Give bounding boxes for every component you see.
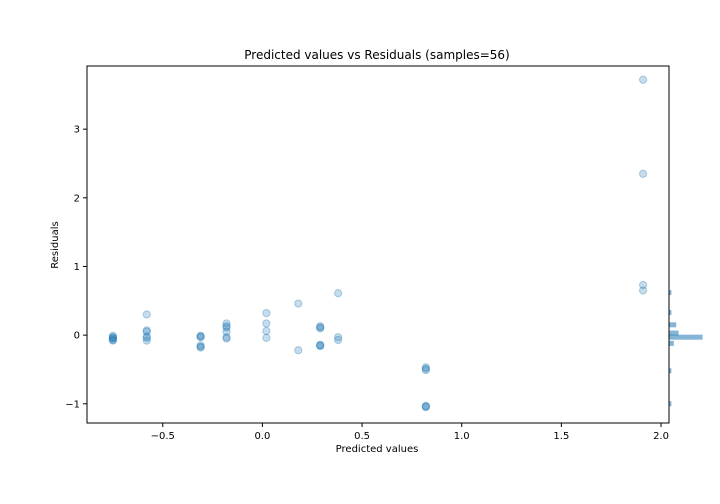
scatter-point <box>638 286 648 295</box>
y-tick-label: 0 <box>74 331 80 342</box>
histogram-bar <box>669 334 703 340</box>
scatter-point <box>421 402 430 411</box>
y-tick-label: −1 <box>65 399 80 410</box>
scatter-point <box>108 335 118 345</box>
scatter-point <box>262 309 271 318</box>
scatter-point <box>142 333 151 342</box>
histogram-bar <box>669 368 672 374</box>
plot-area <box>108 75 648 412</box>
scatter-point <box>316 341 325 350</box>
x-tick-label: 1.5 <box>553 431 569 442</box>
y-tick-label: 2 <box>74 193 80 204</box>
scatter-point <box>108 334 118 343</box>
scatter-point <box>196 341 205 350</box>
scatter-point <box>421 364 430 373</box>
scatter-point <box>316 340 325 349</box>
scatter-point <box>294 346 303 355</box>
x-axis-label: Predicted values <box>336 444 419 455</box>
scatter-point <box>334 335 343 345</box>
scatter-point <box>196 332 205 341</box>
y-axis: −1 0 1 2 3 <box>65 125 87 410</box>
x-tick-label: 2.0 <box>653 431 669 442</box>
scatter-point <box>222 323 231 332</box>
scatter-point <box>638 169 648 178</box>
scatter-point <box>294 299 303 308</box>
histogram-bar <box>669 322 677 328</box>
scatter-point <box>108 336 118 345</box>
scatter-point <box>196 342 205 351</box>
scatter-point <box>222 322 231 331</box>
scatter-point <box>142 332 151 341</box>
histogram-bar <box>669 309 672 315</box>
scatter-point <box>142 310 151 319</box>
scatter-point <box>316 324 325 333</box>
x-tick-label: 0.5 <box>354 431 370 442</box>
axes-frame <box>86 65 670 424</box>
scatter-point <box>421 363 430 372</box>
x-tick-label: 1.0 <box>454 431 470 442</box>
scatter-point <box>421 403 430 412</box>
scatter-point <box>142 336 151 345</box>
scatter-point <box>316 342 325 351</box>
scatter-point <box>334 333 343 342</box>
histogram-bar <box>669 330 679 336</box>
histogram-bar <box>669 401 672 407</box>
scatter-point <box>316 322 325 331</box>
scatter-point <box>334 289 343 298</box>
scatter-point <box>108 333 118 342</box>
y-tick-label: 3 <box>74 125 80 136</box>
scatter-point <box>108 333 118 342</box>
scatter-point <box>262 319 271 328</box>
x-axis: −0.5 0.0 0.5 1.0 1.5 2.0 <box>151 423 669 442</box>
scatter-point <box>222 334 231 343</box>
scatter-point <box>262 333 271 342</box>
scatter-point <box>222 333 231 342</box>
scatter-point <box>638 280 648 290</box>
y-tick-label: 1 <box>74 262 80 273</box>
scatter-point <box>316 323 325 332</box>
y-axis-label: Residuals <box>50 221 61 268</box>
scatter-point <box>196 333 205 342</box>
histogram-bar <box>669 290 672 296</box>
scatter-point <box>142 327 151 336</box>
scatter-point <box>142 326 151 335</box>
chart-title: Predicted values vs Residuals (samples=5… <box>244 48 509 62</box>
scatter-point <box>196 331 205 340</box>
scatter-point <box>108 331 118 340</box>
scatter-point <box>196 343 205 352</box>
x-tick-label: −0.5 <box>151 431 175 442</box>
marginal-histogram <box>669 290 703 407</box>
scatter-point <box>222 327 231 336</box>
scatter-point <box>421 366 430 375</box>
histogram-bar <box>669 340 674 346</box>
scatter-point <box>222 319 231 328</box>
scatter-point <box>262 326 271 336</box>
scatter-point <box>638 75 648 84</box>
scatter-point <box>421 401 430 410</box>
x-tick-label: 0.0 <box>254 431 270 442</box>
